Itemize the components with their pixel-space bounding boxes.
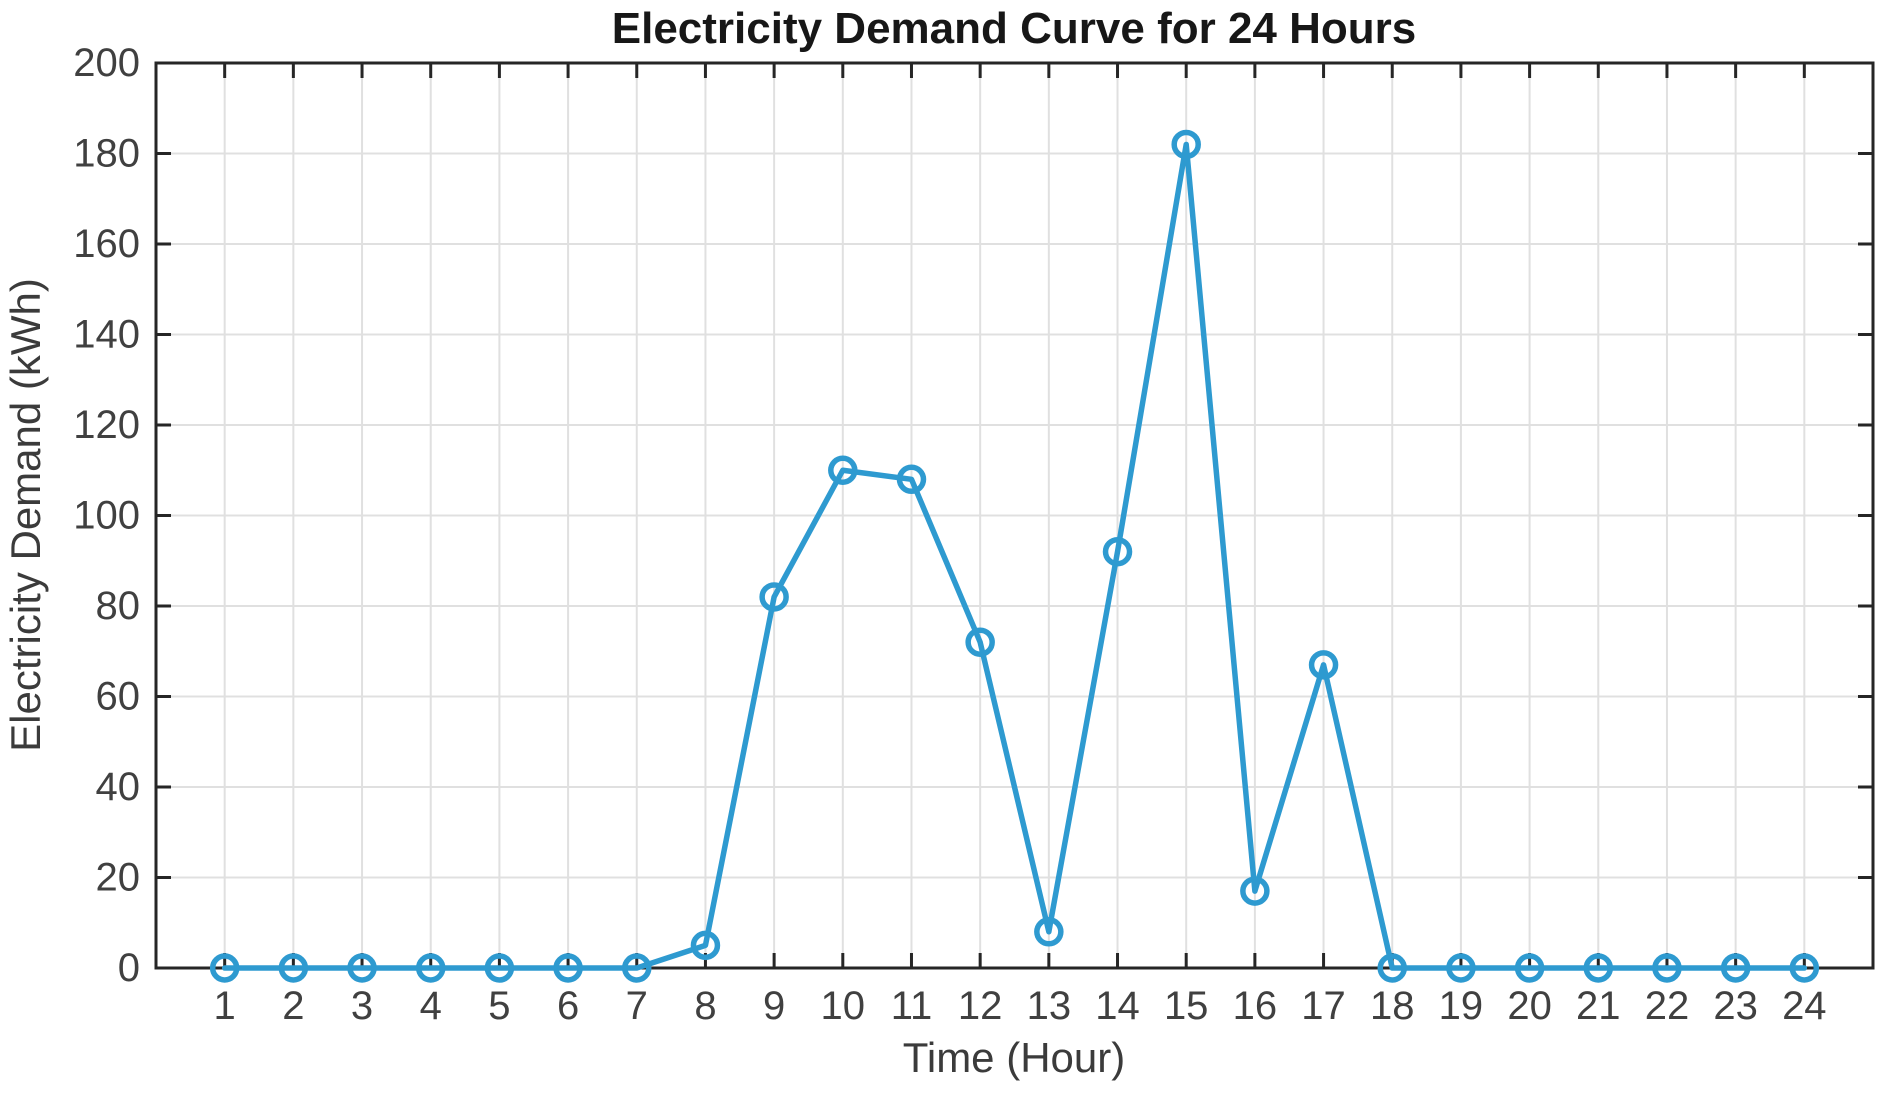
data-point-marker — [828, 455, 858, 485]
x-tick-label: 15 — [1164, 984, 1209, 1028]
y-tick-label: 160 — [73, 222, 140, 266]
data-point-markers — [209, 129, 1820, 983]
data-point-marker — [1583, 953, 1614, 983]
data-point-marker — [278, 953, 309, 983]
x-tick-label: 3 — [351, 984, 373, 1028]
demand-line-series — [221, 141, 1808, 971]
data-point-marker — [1034, 917, 1064, 947]
x-tick-label: 21 — [1576, 984, 1621, 1028]
x-tick-label: 2 — [282, 984, 304, 1028]
x-tick-label: 7 — [626, 984, 648, 1028]
x-axis-label: Time (Hour) — [903, 1034, 1125, 1081]
data-point-marker — [1652, 953, 1682, 983]
x-tick-label: 4 — [420, 984, 442, 1028]
data-point-marker — [1720, 953, 1751, 983]
x-tick-label: 11 — [891, 984, 933, 1028]
demand-polyline — [221, 141, 1808, 971]
data-point-marker — [1377, 953, 1407, 983]
x-tick-label: 23 — [1713, 984, 1758, 1028]
y-tick-label: 120 — [73, 403, 140, 447]
x-tick-label: 18 — [1370, 984, 1415, 1028]
x-tick-label: 12 — [958, 984, 1003, 1028]
y-tick-label: 140 — [73, 313, 140, 357]
data-point-marker — [1514, 953, 1545, 983]
x-tick-label: 13 — [1027, 984, 1072, 1028]
y-tick-label: 100 — [73, 494, 140, 538]
data-point-marker — [896, 464, 927, 495]
data-point-marker — [1446, 953, 1476, 983]
y-tick-label: 60 — [96, 675, 141, 719]
data-point-marker — [1171, 129, 1201, 160]
x-tick-label: 10 — [821, 984, 866, 1028]
data-point-marker — [622, 953, 652, 983]
data-point-marker — [1789, 953, 1820, 983]
data-point-marker — [347, 953, 377, 983]
x-tick-label: 22 — [1645, 984, 1690, 1028]
x-tick-label: 19 — [1439, 984, 1484, 1028]
x-tick-label: 14 — [1095, 984, 1140, 1028]
x-tick-label: 8 — [694, 984, 716, 1028]
data-point-marker — [1308, 650, 1339, 680]
data-point-marker — [1240, 876, 1270, 906]
x-tick-labels: 1 2 3 4 5 6 7 8 9 10 11 12 13 14 15 16 17 18 19 20 21 22 23 24 — [214, 984, 1827, 1028]
x-tick-label: 9 — [763, 984, 785, 1028]
data-point-marker — [965, 627, 995, 657]
data-point-marker — [759, 582, 789, 612]
x-tick-label: 1 — [214, 984, 236, 1028]
x-tick-label: 24 — [1782, 984, 1827, 1028]
y-tick-label: 200 — [73, 41, 140, 85]
y-tick-label: 40 — [96, 765, 141, 809]
y-tick-label: 180 — [73, 132, 140, 176]
data-point-marker — [415, 953, 446, 983]
x-tick-label: 6 — [557, 984, 579, 1028]
x-tick-label: 20 — [1507, 984, 1552, 1028]
data-point-marker — [690, 930, 721, 961]
x-tick-label: 5 — [488, 984, 510, 1028]
y-axis-label: Electricity Demand (kWh) — [2, 278, 49, 752]
data-point-marker — [209, 953, 240, 983]
x-tick-label: 16 — [1233, 984, 1278, 1028]
y-tick-label: 0 — [118, 946, 140, 990]
x-tick-label: 17 — [1301, 984, 1346, 1028]
data-point-marker — [1102, 536, 1133, 567]
data-point-marker — [553, 953, 583, 983]
plot-axis-box — [154, 61, 1875, 970]
y-tick-label: 80 — [96, 584, 141, 628]
chart-title: Electricity Demand Curve for 24 Hours — [612, 4, 1416, 53]
y-tick-labels: 0 20 40 60 80 100 120 140 160 180 200 — [73, 41, 140, 990]
y-tick-label: 20 — [96, 856, 141, 900]
data-point-marker — [484, 953, 515, 983]
grid-lines — [156, 63, 1873, 968]
